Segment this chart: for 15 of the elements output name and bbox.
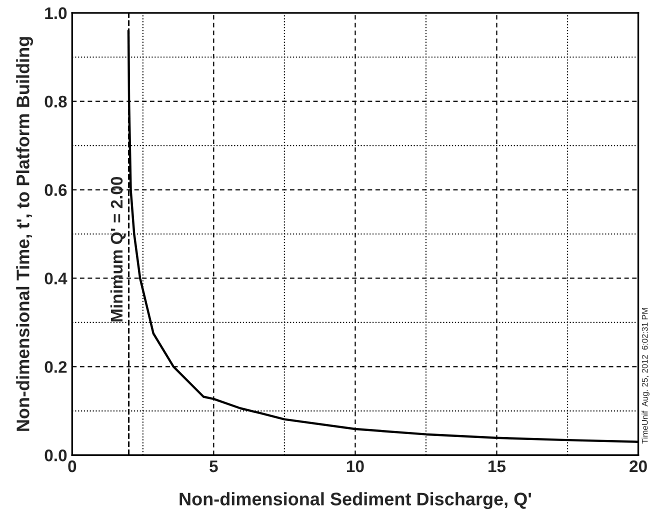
y-tick-label: 0.4 [44, 272, 68, 284]
y-tick-label: 0.2 [44, 361, 67, 373]
y-tick-label: 0.0 [44, 450, 67, 462]
y-tick-label: 0.8 [44, 96, 67, 108]
text: TimeUnif Aug. 25, 2012 6:02:31 PM [642, 308, 650, 444]
y-axis-title: Non-dimensional Time, t', to Platform Building [16, 37, 34, 431]
x-tick-label: 10 [347, 460, 364, 472]
x-tick-label: 20 [630, 460, 647, 472]
x-tick-label: 0 [68, 460, 76, 472]
y-tick-label: 1.0 [45, 7, 67, 20]
ref-line-label: Minimum Q' = 2.00 [110, 176, 126, 322]
y-tick-label: 0.6 [44, 184, 67, 196]
x-tick-label: 5 [210, 460, 218, 472]
x-tick-label: 15 [488, 460, 506, 472]
x-axis-title: Non-dimensional Sediment Discharge, Q' [180, 492, 532, 510]
